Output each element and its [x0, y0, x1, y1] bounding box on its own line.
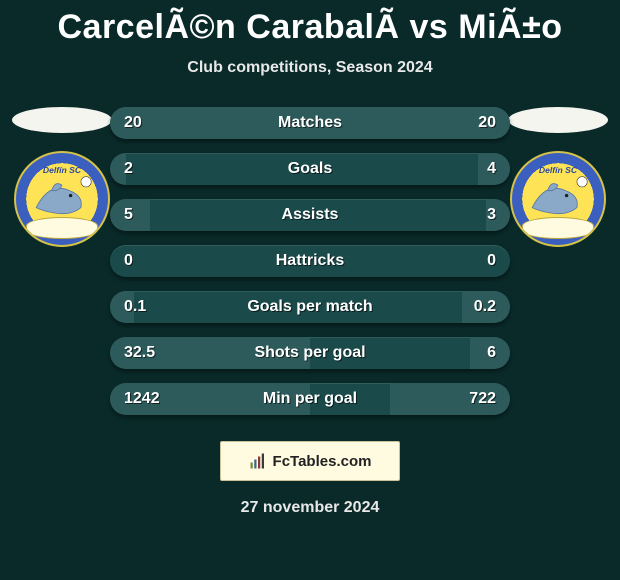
comparison-date: 27 november 2024: [0, 499, 620, 517]
stat-value-left: 0: [124, 252, 174, 270]
stat-row: 0Hattricks0: [110, 245, 510, 277]
stat-value-left: 32.5: [124, 344, 174, 362]
stat-label: Matches: [174, 114, 446, 132]
stat-value-left: 1242: [124, 390, 174, 408]
stat-label: Goals per match: [174, 298, 446, 316]
stat-row: 2Goals4: [110, 153, 510, 185]
stat-value-left: 20: [124, 114, 174, 132]
dolphin-icon: Delfín SC Mant: [515, 156, 601, 242]
stat-value-left: 0.1: [124, 298, 174, 316]
club-logo-right: Delfín SC Mant: [510, 151, 606, 247]
stat-value-left: 5: [124, 206, 174, 224]
comparison-panel: Delfín SC Mant Delfín SC Mant 20Matches2…: [0, 107, 620, 415]
source-badge[interactable]: FcTables.com: [220, 441, 400, 481]
dolphin-icon: Delfín SC Mant: [19, 156, 105, 242]
page-title: CarcelÃ©n CarabalÃ vs MiÃ±o: [0, 0, 620, 47]
svg-text:Mant: Mant: [548, 224, 569, 234]
player-right-column: Delfín SC Mant: [508, 107, 608, 247]
svg-text:Mant: Mant: [52, 224, 73, 234]
stat-value-right: 3: [446, 206, 496, 224]
stat-label: Min per goal: [174, 390, 446, 408]
club-logo-left: Delfín SC Mant: [14, 151, 110, 247]
stat-rows: 20Matches202Goals45Assists30Hattricks00.…: [110, 107, 510, 415]
svg-text:Delfín SC: Delfín SC: [43, 165, 82, 175]
stat-value-right: 4: [446, 160, 496, 178]
stat-row: 5Assists3: [110, 199, 510, 231]
stat-value-right: 6: [446, 344, 496, 362]
player-right-avatar-placeholder: [508, 107, 608, 133]
stat-value-left: 2: [124, 160, 174, 178]
stat-row: 20Matches20: [110, 107, 510, 139]
player-left-avatar-placeholder: [12, 107, 112, 133]
subtitle: Club competitions, Season 2024: [0, 59, 620, 77]
player-left-column: Delfín SC Mant: [12, 107, 112, 247]
stat-value-right: 20: [446, 114, 496, 132]
stat-label: Goals: [174, 160, 446, 178]
stat-label: Shots per goal: [174, 344, 446, 362]
svg-text:Delfín SC: Delfín SC: [539, 165, 578, 175]
stat-value-right: 0.2: [446, 298, 496, 316]
stat-row: 32.5Shots per goal6: [110, 337, 510, 369]
source-label: FcTables.com: [273, 453, 372, 470]
bar-chart-icon: [249, 452, 267, 470]
stat-row: 0.1Goals per match0.2: [110, 291, 510, 323]
stat-label: Hattricks: [174, 252, 446, 270]
stat-row: 1242Min per goal722: [110, 383, 510, 415]
stat-value-right: 722: [446, 390, 496, 408]
stat-label: Assists: [174, 206, 446, 224]
stat-value-right: 0: [446, 252, 496, 270]
